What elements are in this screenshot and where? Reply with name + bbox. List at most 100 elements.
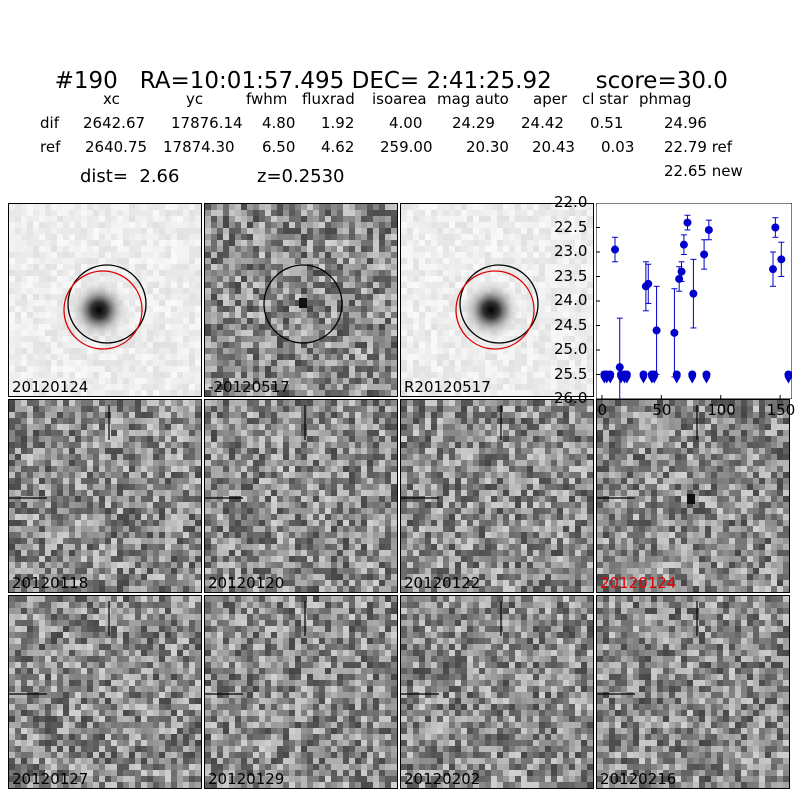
data-point — [679, 240, 688, 249]
cell: 0.03 — [601, 138, 635, 156]
image-stamp: 20120120 — [204, 399, 398, 593]
limit-arrow — [650, 376, 659, 384]
cell: 24.96 — [664, 114, 707, 132]
limit-arrow — [688, 376, 697, 384]
data-point — [644, 279, 653, 288]
data-point — [700, 250, 709, 259]
x-tick-label: 150 — [766, 401, 796, 419]
stamp-image — [205, 596, 397, 788]
col-header: fluxrad — [302, 90, 355, 108]
limit-arrow — [639, 376, 648, 384]
cell: 4.80 — [262, 114, 296, 132]
stamp-date-label: 20120127 — [12, 770, 89, 788]
cell: 4.00 — [389, 114, 423, 132]
image-stamp: 20120124 — [596, 399, 790, 593]
source-blob — [687, 494, 695, 504]
image-stamp: -20120517 — [204, 203, 398, 397]
cell: 24.29 — [452, 114, 495, 132]
col-header: phmag — [639, 90, 692, 108]
image-stamp: 20120118 — [8, 399, 202, 593]
data-point — [777, 255, 786, 264]
dec-coordinate: DEC= 2:41:25.92 — [351, 68, 552, 94]
source-blob — [299, 298, 307, 308]
y-tick-label: 25.5 — [554, 364, 588, 383]
col-header: fwhm — [246, 90, 288, 108]
image-stamp: 20120122 — [400, 399, 594, 593]
cell: 2642.67 — [83, 114, 146, 132]
data-point — [704, 225, 713, 234]
y-tick-label: 23.5 — [554, 266, 588, 285]
cell: 22.79 ref — [664, 138, 733, 156]
stamp-date-label: R20120517 — [404, 378, 491, 396]
limit-arrow — [672, 376, 681, 384]
stamp-date-label: 20120122 — [404, 574, 481, 592]
y-tick-label: 24.5 — [554, 315, 588, 334]
data-point — [689, 289, 698, 298]
col-header: cl star — [582, 90, 629, 108]
data-point — [677, 267, 686, 276]
x-tick-label: 0 — [597, 401, 607, 419]
stamp-image — [9, 400, 201, 592]
stamp-image — [205, 400, 397, 592]
stamp-image — [205, 204, 397, 396]
score-value: score=30.0 — [595, 68, 728, 94]
stamp-date-label: 20120120 — [208, 574, 285, 592]
candidate-id: #190 — [54, 68, 118, 94]
light-curve-plot — [595, 202, 793, 400]
y-tick-label: 26.0 — [554, 389, 588, 407]
y-tick-label: 24.0 — [554, 291, 588, 309]
limit-arrow — [784, 376, 793, 384]
cell: 17876.14 — [171, 114, 243, 132]
plot-frame — [595, 202, 793, 400]
col-header: isoarea — [372, 90, 427, 108]
image-stamp: R20120517 — [400, 203, 594, 397]
stamp-image — [401, 204, 593, 396]
limit-arrow — [606, 376, 615, 384]
stamp-image — [597, 596, 789, 788]
cell: 6.50 — [262, 138, 296, 156]
data-point — [670, 328, 679, 337]
cell: 0.51 — [590, 114, 624, 132]
stamp-image — [9, 596, 201, 788]
cell: 17874.30 — [163, 138, 235, 156]
redshift-value: z=0.2530 — [257, 166, 345, 187]
stamp-date-label: 20120124 — [12, 378, 89, 396]
stamp-date-label: 20120202 — [404, 770, 481, 788]
image-stamp: 20120216 — [596, 595, 790, 789]
reference-circle — [63, 270, 143, 350]
stamp-date-label: 20120124 — [600, 574, 677, 592]
col-header: xc — [103, 90, 120, 108]
data-point — [771, 223, 780, 232]
data-point — [611, 245, 620, 254]
data-point — [652, 326, 661, 335]
reference-circle — [455, 270, 535, 350]
distance-value: dist= 2.66 — [80, 166, 180, 187]
y-tick-label: 22.5 — [554, 217, 588, 236]
image-stamp: 20120127 — [8, 595, 202, 789]
phmag-new: 22.65 new — [664, 162, 743, 180]
image-stamp: 20120202 — [400, 595, 594, 789]
y-tick-label: 22.0 — [554, 193, 588, 211]
aperture-circle — [459, 264, 539, 344]
page-title: #190 RA=10:01:57.495 DEC= 2:41:25.92 sco… — [40, 42, 728, 94]
stamp-image — [401, 400, 593, 592]
cell: 259.00 — [380, 138, 433, 156]
limit-arrow — [702, 376, 711, 384]
galaxy-blob — [67, 278, 131, 342]
cell: 24.42 — [521, 114, 564, 132]
stamp-image — [9, 204, 201, 396]
stamp-date-label: 20120118 — [12, 574, 89, 592]
col-header: yc — [186, 90, 204, 108]
stamp-date-label: 20120129 — [208, 770, 285, 788]
stamp-date-label: 20120216 — [600, 770, 677, 788]
ra-coordinate: RA=10:01:57.495 — [139, 68, 345, 94]
row-label: ref — [40, 138, 61, 156]
cell: 1.92 — [321, 114, 355, 132]
aperture-circle — [263, 264, 343, 344]
data-point — [768, 265, 777, 274]
light-curve-svg — [595, 202, 793, 400]
data-point — [683, 218, 692, 227]
galaxy-blob — [459, 278, 523, 342]
stamp-image — [401, 596, 593, 788]
y-tick-label: 25.0 — [554, 340, 588, 358]
